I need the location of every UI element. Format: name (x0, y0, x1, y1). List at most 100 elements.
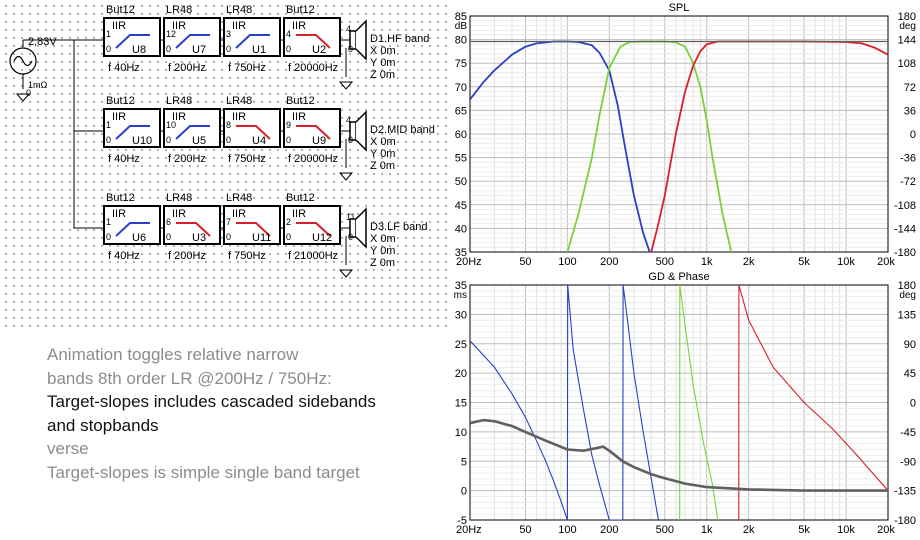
output-z-label: Z 0m (370, 69, 395, 81)
ground-icon (338, 81, 354, 90)
note-line: verse (47, 439, 89, 458)
x-tick-label: 200 (600, 524, 618, 536)
series-line-1 (566, 285, 623, 520)
pin-gnd-label: 0 (106, 135, 111, 145)
y-unit-label: dB (455, 21, 468, 32)
y2-tick-label: 90 (904, 339, 916, 351)
block-freq-label: f 750Hz (228, 153, 266, 165)
filter-type-label: But12 (106, 4, 135, 16)
filter-kind-label: IIR (172, 208, 186, 220)
block-id-label: U7 (192, 44, 206, 56)
ac-source-icon[interactable] (9, 40, 37, 102)
filter-kind-label: IIR (292, 20, 306, 32)
plots-panel: SPL 85 80 75 70 65 60 55 50 45 40 35 dB 180 144 108 72 36… (448, 0, 920, 540)
x-tick-label: 10k (837, 256, 855, 268)
output-y-label: Y 0m (370, 148, 395, 160)
pin-bottom-label: 0 (348, 232, 353, 242)
y-tick-label: 50 (455, 176, 467, 188)
lowpass-slope-icon (296, 34, 331, 49)
block-id-label: U6 (132, 232, 146, 244)
source-voltage-label: 2,83V (28, 36, 57, 48)
gd-phase-chart[interactable]: GD & Phase35302520151050-5ms18013590450-… (454, 271, 916, 536)
series-line-3 (679, 285, 719, 520)
lowpass-slope-icon (296, 222, 331, 237)
y2-tick-label: -144 (894, 223, 916, 235)
y2-tick-label: 135 (898, 309, 916, 321)
y2-tick-label: -72 (900, 176, 916, 188)
pin-gnd-label: 0 (226, 232, 231, 242)
schematic-canvas[interactable]: 2,83V 1mΩ 0 But12 IIR 1 0 U8 f 40Hz LR48 IIR 12 0… (0, 0, 448, 330)
series-line-2 (650, 40, 888, 252)
pin-in-label: 1 (106, 120, 111, 130)
y-tick-label: 40 (455, 223, 467, 235)
filter-type-label: LR48 (226, 95, 252, 107)
spl-chart[interactable]: SPL 85 80 75 70 65 60 55 50 45 40 35 dB 180 144 108 72 36… (455, 2, 916, 268)
x-tick-label: 20k (877, 256, 895, 268)
x-tick-label: 20Hz (456, 256, 482, 268)
pin-top-label: 4 (346, 115, 351, 125)
output-name-label: D2.MID band (370, 124, 435, 136)
highpass-slope-icon (115, 222, 150, 237)
x-tick-label: 2k (743, 524, 755, 536)
y-tick-label: 80 (455, 35, 467, 47)
y2-tick-label: 180 (898, 280, 916, 292)
y2-unit-label: deg (899, 290, 916, 301)
y2-tick-label: 180 (898, 11, 916, 23)
y-tick-label: 70 (455, 82, 467, 94)
pin-in-label: 8 (226, 120, 231, 130)
filter-type-label: LR48 (166, 95, 192, 107)
pin-in-label: 6 (166, 217, 171, 227)
block-id-label: U12 (312, 232, 332, 244)
pin-in-label: 10 (166, 120, 176, 130)
y-tick-label: 25 (455, 339, 467, 351)
y2-tick-label: 36 (904, 105, 916, 117)
block-id-label: U8 (132, 44, 146, 56)
y-tick-label: 85 (455, 11, 467, 23)
chart-title: GD & Phase (648, 271, 709, 283)
x-tick-label: 5k (798, 524, 810, 536)
pin-in-label: 12 (166, 29, 176, 39)
block-id-label: U11 (252, 232, 271, 244)
plots-svg: SPL8580757065605550454035dB1801441087236… (454, 2, 916, 536)
y2-tick-label: 144 (898, 35, 916, 47)
filter-kind-label: IIR (232, 111, 246, 123)
block-freq-label: f 40Hz (108, 153, 140, 165)
output-z-label: Z 0m (370, 257, 395, 269)
note-line: Target-slopes is simple single band targ… (47, 462, 360, 482)
filter-type-label: LR48 (166, 192, 192, 204)
pin-gnd-label: 0 (286, 232, 291, 242)
filter-kind-label: IIR (112, 111, 126, 123)
filter-kind-label: IIR (172, 111, 186, 123)
x-tick-label: 500 (656, 524, 674, 536)
series-line-2 (622, 285, 659, 520)
y2-tick-label: 45 (904, 368, 916, 380)
filter-type-label: But12 (286, 95, 315, 107)
output-x-label: X 0m (370, 233, 396, 245)
output-name-label: D1.HF band (370, 33, 429, 45)
y2-tick-label: -36 (900, 153, 916, 165)
pin-gnd-label: 0 (226, 44, 231, 54)
pin-in-label: 2 (286, 217, 291, 227)
highpass-slope-icon (115, 34, 150, 49)
note-line: and stopbands (47, 415, 159, 435)
y-tick-label: 35 (455, 280, 467, 292)
block-freq-label: f 40Hz (108, 62, 140, 74)
filter-type-label: But12 (106, 95, 135, 107)
x-tick-label: 1k (701, 524, 713, 536)
notes-panel: Animation toggles relative narrow bands … (47, 343, 442, 484)
